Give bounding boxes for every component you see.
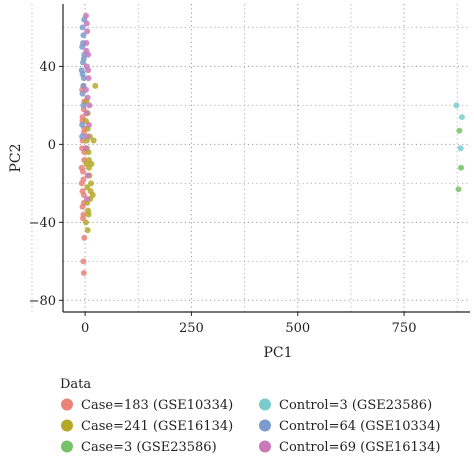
data-point: [79, 90, 86, 97]
data-point: [80, 270, 87, 277]
x-tick-label: 250: [179, 321, 204, 336]
data-point: [80, 102, 87, 109]
data-point: [86, 102, 93, 109]
data-point: [90, 137, 97, 144]
data-point: [82, 12, 89, 19]
legend-swatch: [259, 440, 271, 453]
legend-label: Case=183 (GSE10334): [81, 398, 233, 413]
legend-label: Case=241 (GSE16134): [81, 419, 233, 434]
data-points: [78, 12, 465, 277]
data-point: [83, 110, 90, 117]
data-point: [456, 127, 463, 134]
data-point: [84, 94, 91, 101]
data-point: [92, 82, 99, 89]
y-axis-title: PC2: [8, 143, 24, 172]
y-tick-label: −80: [29, 294, 56, 309]
data-point: [82, 86, 89, 93]
data-point: [455, 186, 462, 193]
data-point: [84, 28, 91, 35]
data-point: [83, 20, 90, 27]
data-point: [84, 172, 91, 179]
data-point: [81, 234, 88, 241]
legend: Data Case=183 (GSE10334) Case=241 (GSE161…: [60, 377, 440, 455]
legend-label: Case=3 (GSE23586): [81, 440, 217, 455]
legend-swatch: [259, 398, 271, 411]
data-point: [79, 188, 86, 195]
y-tick-label: 0: [48, 138, 56, 153]
data-point: [89, 192, 96, 199]
data-point: [80, 55, 87, 62]
data-point: [79, 114, 86, 121]
data-point: [83, 195, 90, 202]
axes: [59, 4, 470, 316]
data-point: [83, 39, 90, 46]
data-point: [85, 75, 92, 82]
x-tick-label: 500: [285, 321, 310, 336]
data-point: [84, 184, 91, 191]
data-point: [88, 180, 95, 187]
data-point: [83, 47, 90, 54]
data-point: [79, 121, 86, 128]
data-point: [82, 145, 89, 152]
data-point: [84, 133, 91, 140]
y-tick-label: −40: [29, 216, 56, 231]
x-tick-label: 750: [392, 321, 417, 336]
tick-labels: 0 250 500 750 40 0 −40 −80: [29, 60, 417, 336]
legend-swatch: [61, 419, 73, 432]
data-point: [82, 219, 89, 226]
data-point: [453, 102, 460, 109]
y-tick-label: 40: [39, 60, 56, 75]
data-point: [80, 258, 87, 265]
legend-label: Control=64 (GSE10334): [279, 419, 440, 434]
data-point: [79, 71, 86, 78]
data-point: [84, 227, 91, 234]
data-point: [79, 133, 86, 140]
data-point: [79, 24, 86, 31]
legend-swatch: [61, 398, 73, 411]
data-point: [457, 145, 464, 152]
x-tick-label: 0: [81, 321, 89, 336]
legend-swatch: [61, 440, 73, 453]
data-point: [80, 32, 87, 39]
data-point: [88, 160, 95, 167]
legend-swatch: [259, 419, 271, 432]
data-point: [458, 164, 465, 171]
x-axis-title: PC1: [263, 345, 292, 361]
data-point: [85, 211, 92, 218]
data-point: [80, 176, 87, 183]
data-point: [458, 114, 465, 121]
data-point: [85, 67, 92, 74]
data-point: [85, 121, 92, 128]
legend-label: Control=3 (GSE23586): [279, 398, 432, 413]
legend-title: Data: [60, 377, 91, 392]
grid: [31, 4, 470, 312]
legend-label: Control=69 (GSE16134): [279, 440, 440, 455]
data-point: [78, 164, 85, 171]
